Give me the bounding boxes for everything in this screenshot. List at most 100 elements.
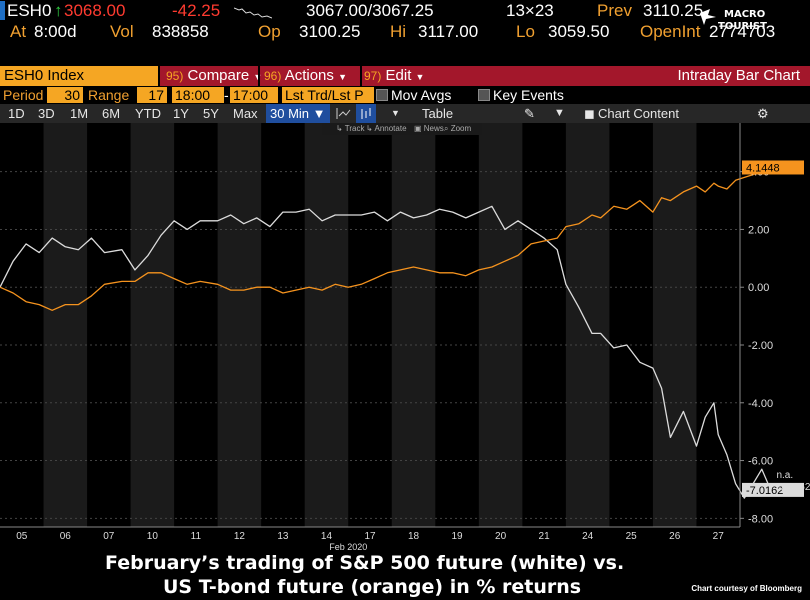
x-tick-label: 06 [60,531,72,542]
quote-size: 13×23 [506,1,554,20]
bar-chart-icon[interactable] [356,104,376,123]
function-title: Intraday Bar Chart [677,67,800,84]
last-note-0: n.a. [776,470,793,481]
quote-at-time: 8:00d [34,22,77,41]
table-button[interactable]: Table [422,106,454,121]
annotate-label: Annotate [374,124,407,133]
line-chart-icon[interactable] [336,104,352,123]
range-field[interactable]: 17 [137,87,167,103]
range-button-1d[interactable]: 1D [8,106,25,121]
y-tick-label: -6.00 [748,456,773,468]
gear-icon-left[interactable]: ◼ [584,106,595,121]
quote-openint: 2774703 [709,22,776,41]
quote-last: 3068.00 [64,1,126,20]
y-tick-label: 2.00 [748,224,769,236]
y-axis: 4.002.000.00-2.00-4.00-6.00-8.00 [739,123,773,527]
end-label-box-1 [742,160,804,175]
range-button-1y[interactable]: 1Y [173,106,189,121]
chart-content-button[interactable]: Chart Content [598,106,679,121]
range-button-ytd[interactable]: YTD [135,106,161,121]
gear-icon[interactable]: ⚙ [757,106,769,121]
chart-type-chevron-down-icon[interactable]: ▼ [391,108,400,118]
pencil-icon[interactable]: ✎ [524,106,535,121]
quote-change: -42.25 [172,1,221,20]
chevron-down-icon: ▼ [253,72,262,82]
last-price-field[interactable]: Lst Trd/Lst P [282,87,374,103]
chart-toolbar: 1D 3D 1M 6M YTD 1Y 5Y Max 30 Min ▼ ▼ Tab… [0,104,810,123]
track-label: Track [344,124,365,133]
x-tick-label: 13 [277,531,289,542]
settings-row: Period 30 Range 17 18:00 - 17:00 Lst Trd… [0,86,810,104]
key-events-toggle[interactable]: Key Events [478,86,564,104]
x-tick-label: 25 [626,531,638,542]
day-band [478,123,523,527]
op-label: Op [258,22,281,41]
chart-content-chevron-down-icon[interactable]: ▼ [554,107,565,119]
checkbox-icon [478,89,490,101]
day-band [217,123,262,527]
track-tool[interactable]: ↳ Track [336,124,365,133]
x-tick-label: 07 [103,531,115,542]
uptick-arrow-icon: ↑ [54,1,63,20]
series-line-0 [0,205,772,499]
start-time-field[interactable]: 18:00 [172,87,224,103]
quote-high: 3117.00 [418,22,479,41]
range-button-5y[interactable]: 5Y [203,106,219,121]
quote-low: 3059.50 [548,22,610,41]
quote-open: 3100.25 [299,22,361,41]
zoom-tool[interactable]: ⌕ Zoom [444,124,472,133]
menu-divider [360,66,362,86]
x-tick-label: 20 [495,531,507,542]
caption-line2: US T-bond future (orange) in % returns [163,576,582,598]
interval-dropdown[interactable]: 30 Min ▼ [266,104,330,123]
mov-avgs-toggle[interactable]: Mov Avgs [376,86,451,104]
period-label: Period [3,87,44,103]
actions-num: 96) [264,69,282,83]
series-line-1 [0,167,771,311]
x-tick-label: 17 [364,531,376,542]
x-tick-label: 26 [669,531,681,542]
day-band [652,123,697,527]
caption-line1: February’s trading of S&P 500 future (wh… [105,552,625,574]
lo-label: Lo [516,22,535,41]
compare-label: Compare [187,67,250,84]
openint-label: OpenInt [640,22,701,41]
edit-label: Edit [385,67,412,84]
compare-menu[interactable]: 95) Compare ▼ [166,66,262,86]
quote-header: ESH0 ↑ 3068.00 -42.25 3067.00/3067.25 13… [0,0,810,66]
security-field[interactable]: ESH0 Index [0,66,158,86]
intraday-chart: 4.002.000.00-2.00-4.00-6.00-8.00 05 06 07 1… [0,123,810,552]
range-button-3d[interactable]: 3D [38,106,55,121]
chevron-down-icon: ▼ [338,72,347,82]
edit-menu[interactable]: 97) Edit ▼ [364,66,424,86]
period-field[interactable]: 30 [47,87,83,103]
checkbox-icon [376,89,388,101]
last-price-label: Lst Trd/Lst P [285,87,364,103]
mov-avgs-label: Mov Avgs [391,87,452,103]
range-button-max[interactable]: Max [233,106,258,121]
command-bar: ESH0 Index 95) Compare ▼ 96) Actions ▼ 9… [0,66,810,86]
chart-series [0,167,772,499]
day-bands [43,123,697,527]
quote-bid-ask: 3067.00/3067.25 [306,1,434,20]
logo-line2: TOURIST [718,21,767,32]
end-label-box-0 [742,482,804,497]
actions-menu[interactable]: 96) Actions ▼ [264,66,347,86]
range-button-6m[interactable]: 6M [102,106,121,121]
ticker-marker [0,1,5,20]
end-label-0: -7.0162 [746,485,783,497]
command-menu: 95) Compare ▼ 96) Actions ▼ 97) Edit ▼ I… [160,66,810,86]
annotate-tool[interactable]: ↳ Annotate [366,124,407,133]
time-dash: - [224,87,229,103]
range-button-1m[interactable]: 1M [70,106,89,121]
news-tool[interactable]: ▣ News [414,124,444,133]
day-band [130,123,175,527]
end-time-field[interactable]: 17:00 [230,87,278,103]
vol-label: Vol [110,22,134,41]
edit-num: 97) [364,69,382,83]
day-band [391,123,436,527]
x-tick-label: 05 [16,531,28,542]
day-band [43,123,88,527]
sparkline-icon [234,7,272,19]
